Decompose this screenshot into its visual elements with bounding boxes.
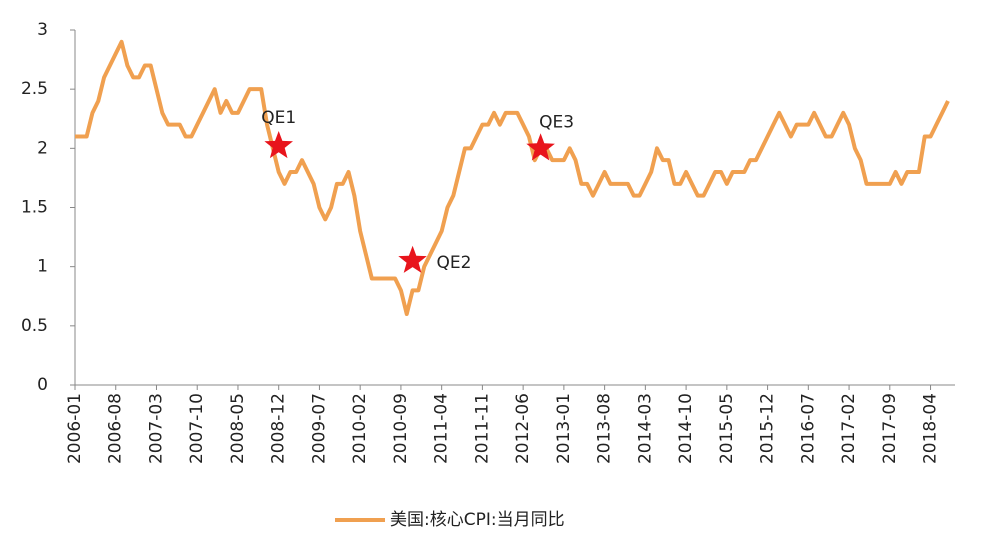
annotation: QE1 — [261, 108, 296, 128]
x-tick-label: 2009-07 — [309, 393, 329, 464]
x-tick-label: 2014-03 — [635, 393, 655, 464]
annotation: QE3 — [539, 112, 574, 132]
x-tick-label: 2011-11 — [472, 393, 492, 464]
legend-label: 美国:核心CPI:当月同比 — [390, 510, 565, 530]
x-tick-label: 2012-06 — [513, 393, 533, 464]
y-tick-label: 0 — [37, 375, 48, 395]
x-tick-label: 2010-09 — [391, 393, 411, 464]
x-tick-label: 2015-05 — [717, 393, 737, 464]
x-tick-label: 2014-10 — [676, 393, 696, 464]
star-marker — [264, 131, 293, 159]
x-tick-label: 2010-02 — [350, 393, 370, 464]
x-tick-label: 2008-12 — [269, 393, 289, 464]
x-tick-label: 2008-05 — [228, 393, 248, 464]
data-line — [75, 39, 950, 316]
x-tick-label: 2006-08 — [106, 393, 126, 464]
y-tick-label: 3 — [37, 20, 48, 40]
y-tick-label: 1.5 — [21, 198, 48, 218]
x-tick-label: 2017-09 — [880, 393, 900, 464]
star-marker — [526, 133, 555, 161]
x-tick-label: 2015-12 — [758, 393, 778, 464]
y-tick-label: 2.5 — [21, 79, 48, 99]
x-tick-label: 2006-01 — [65, 393, 85, 464]
y-tick-label: 2 — [37, 138, 48, 158]
x-tick-label: 2017-02 — [839, 393, 859, 464]
x-tick-label: 2018-04 — [921, 393, 941, 464]
x-tick-label: 2007-03 — [146, 393, 166, 464]
x-tick-label: 2016-07 — [798, 393, 818, 464]
x-tick-label: 2011-04 — [432, 393, 452, 464]
y-tick-label: 1 — [37, 257, 48, 277]
x-tick-label: 2007-10 — [187, 393, 207, 464]
star-marker — [398, 245, 427, 273]
x-tick-label: 2013-08 — [595, 393, 615, 464]
annotation: QE2 — [437, 253, 472, 273]
y-tick-label: 0.5 — [21, 316, 48, 336]
x-tick-label: 2013-01 — [554, 393, 574, 464]
